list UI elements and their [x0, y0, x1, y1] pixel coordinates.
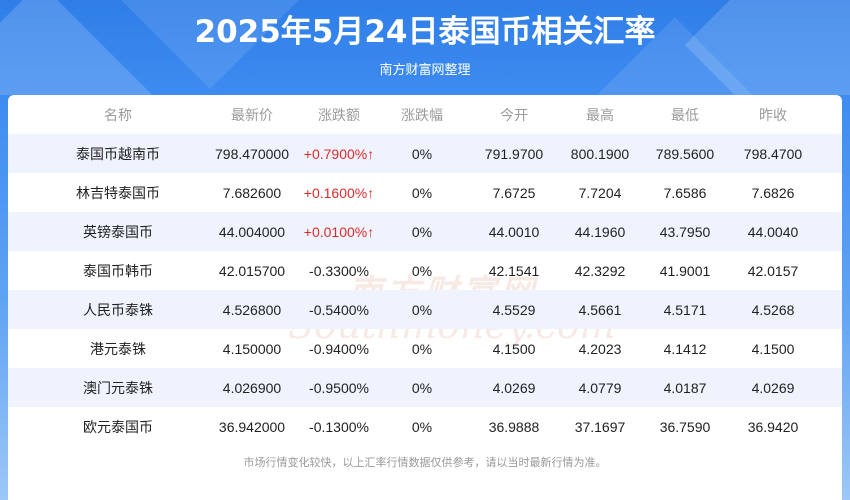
table-row: 港元泰铢 4.150000 -0.9400% 0% 4.1500 4.2023 4.1412…: [8, 329, 842, 368]
column-header-latest: 最新价: [231, 106, 273, 123]
cell-name: 人民币泰铢: [83, 301, 153, 318]
page-title: 2025年5月24日泰国币相关汇率: [194, 14, 656, 50]
table-row: 泰国币越南币 798.470000 +0.7900%↑ 0% 791.9700 800.1…: [8, 134, 842, 173]
column-header-name: 名称: [104, 106, 132, 123]
cell-change-pct: 0%: [411, 379, 433, 396]
cell-open: 791.9700: [484, 145, 544, 162]
cell-low: 4.5171: [663, 301, 707, 318]
rates-table-panel: 南方财富网 Southmoney.com 名称 最新价 涨跌额 涨跌幅 今开 最…: [8, 95, 842, 500]
cell-change: -0.5400%: [309, 301, 369, 318]
cell-open: 7.6725: [492, 184, 536, 201]
cell-high: 42.3292: [574, 262, 626, 279]
column-header-open: 今开: [500, 106, 528, 123]
cell-high: 4.0779: [578, 379, 622, 396]
table-row: 林吉特泰国币 7.682600 +0.1600%↑ 0% 7.6725 7.7204 7.6…: [8, 173, 842, 212]
table-header-row: 名称 最新价 涨跌额 涨跌幅 今开 最高 最低 昨收: [8, 95, 842, 134]
cell-change: -0.3300%: [309, 262, 369, 279]
cell-latest: 4.150000: [222, 340, 282, 357]
cell-prev-close: 44.0040: [747, 223, 799, 240]
cell-latest: 798.470000: [215, 145, 289, 162]
cell-prev-close: 4.0269: [751, 379, 795, 396]
cell-open: 4.5529: [492, 301, 536, 318]
cell-change: +0.0100%↑: [303, 223, 375, 240]
cell-high: 800.1900: [570, 145, 630, 162]
cell-change-pct: 0%: [411, 262, 433, 279]
cell-low: 43.7950: [659, 223, 711, 240]
cell-latest: 42.015700: [218, 262, 286, 279]
cell-change-pct: 0%: [411, 301, 433, 318]
header-banner: 2025年5月24日泰国币相关汇率 南方财富网整理: [0, 0, 850, 95]
cell-name: 澳门元泰铢: [83, 379, 153, 396]
page-subtitle: 南方财富网整理: [379, 63, 471, 78]
cell-change: +0.1600%↑: [303, 184, 375, 201]
cell-change-pct: 0%: [411, 223, 433, 240]
cell-latest: 44.004000: [218, 223, 286, 240]
cell-prev-close: 42.0157: [747, 262, 799, 279]
cell-name: 泰国币韩币: [83, 262, 153, 279]
table-row: 澳门元泰铢 4.026900 -0.9500% 0% 4.0269 4.0779 4.018…: [8, 368, 842, 407]
cell-low: 4.1412: [663, 340, 707, 357]
cell-open: 4.1500: [492, 340, 536, 357]
column-header-high: 最高: [586, 106, 614, 123]
cell-prev-close: 7.6826: [751, 184, 795, 201]
column-header-change: 涨跌额: [318, 106, 360, 123]
table-row: 英镑泰国币 44.004000 +0.0100%↑ 0% 44.0010 44.1960 4…: [8, 212, 842, 251]
cell-change: -0.9400%: [309, 340, 369, 357]
column-header-low: 最低: [671, 106, 699, 123]
cell-high: 4.2023: [578, 340, 622, 357]
cell-change: -0.1300%: [309, 418, 369, 435]
cell-change-pct: 0%: [411, 340, 433, 357]
cell-change-pct: 0%: [411, 145, 433, 162]
cell-change-pct: 0%: [411, 418, 433, 435]
column-header-prev-close: 昨收: [759, 106, 787, 123]
column-header-change-pct: 涨跌幅: [401, 106, 443, 123]
cell-prev-close: 4.5268: [751, 301, 795, 318]
cell-low: 36.7590: [659, 418, 711, 435]
cell-name: 英镑泰国币: [83, 223, 153, 240]
cell-low: 789.5600: [655, 145, 715, 162]
cell-low: 4.0187: [663, 379, 707, 396]
cell-name: 林吉特泰国币: [76, 184, 160, 201]
cell-low: 41.9001: [659, 262, 711, 279]
cell-high: 4.5661: [578, 301, 622, 318]
cell-prev-close: 36.9420: [747, 418, 799, 435]
cell-change: -0.9500%: [309, 379, 369, 396]
cell-latest: 7.682600: [222, 184, 282, 201]
cell-latest: 4.026900: [222, 379, 282, 396]
cell-latest: 4.526800: [222, 301, 282, 318]
cell-low: 7.6586: [663, 184, 707, 201]
cell-open: 36.9888: [488, 418, 540, 435]
cell-high: 37.1697: [574, 418, 626, 435]
cell-prev-close: 798.4700: [743, 145, 803, 162]
cell-change-pct: 0%: [411, 184, 433, 201]
cell-open: 44.0010: [488, 223, 540, 240]
cell-open: 42.1541: [488, 262, 540, 279]
cell-high: 7.7204: [578, 184, 622, 201]
table-row: 人民币泰铢 4.526800 -0.5400% 0% 4.5529 4.5661 4.517…: [8, 290, 842, 329]
cell-change: +0.7900%↑: [303, 145, 375, 162]
cell-prev-close: 4.1500: [751, 340, 795, 357]
cell-name: 泰国币越南币: [76, 145, 160, 162]
table-row: 泰国币韩币 42.015700 -0.3300% 0% 42.1541 42.3292 41…: [8, 251, 842, 290]
table-row: 欧元泰国币 36.942000 -0.1300% 0% 36.9888 37.1697 36…: [8, 407, 842, 446]
cell-open: 4.0269: [492, 379, 536, 396]
cell-high: 44.1960: [574, 223, 626, 240]
cell-latest: 36.942000: [218, 418, 286, 435]
cell-name: 欧元泰国币: [83, 418, 153, 435]
cell-name: 港元泰铢: [90, 340, 146, 357]
disclaimer-note: 市场行情变化较快，以上汇率行情数据仅供参考，请以当时最新行情为准。: [243, 457, 607, 469]
